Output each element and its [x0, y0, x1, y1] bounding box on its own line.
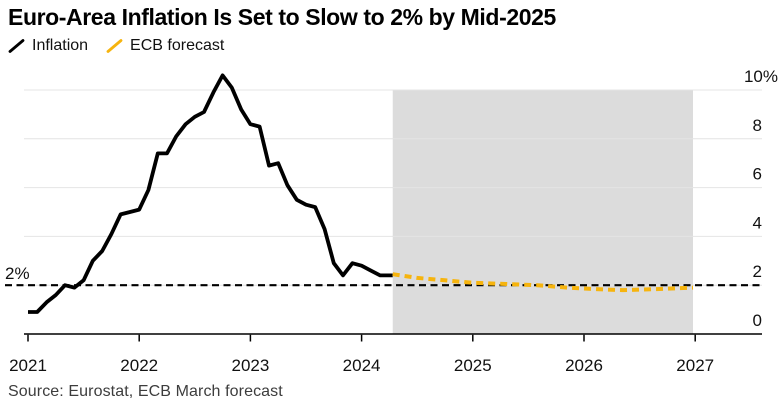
inflation-line-swatch-icon — [8, 39, 25, 53]
x-axis-ticks — [27, 334, 696, 342]
x-axis-label-2024: 2024 — [343, 356, 381, 375]
legend: Inflation ECB forecast — [8, 37, 224, 55]
y-axis-labels: 10% 8 6 4 2 0 — [744, 67, 778, 330]
legend-item-ecb-forecast: ECB forecast — [106, 37, 224, 55]
x-axis-label-2025: 2025 — [454, 356, 492, 375]
x-axis-label-2027: 2027 — [676, 356, 714, 375]
forecast-region — [392, 90, 693, 334]
legend-item-inflation: Inflation — [8, 37, 88, 55]
chart-title: Euro-Area Inflation Is Set to Slow to 2%… — [8, 4, 556, 30]
legend-label-inflation: Inflation — [32, 37, 89, 54]
y-axis-label-6: 6 — [753, 165, 762, 184]
source-note: Source: Eurostat, ECB March forecast — [8, 383, 283, 400]
x-axis-label-2023: 2023 — [231, 356, 269, 375]
inflation-line — [28, 73, 393, 314]
y-axis-label-0: 0 — [753, 311, 762, 330]
x-axis-label-2022: 2022 — [120, 356, 158, 375]
forecast-line — [392, 272, 694, 293]
x-axis-labels: 2021 2022 2023 2024 2025 2026 2027 — [9, 356, 714, 375]
x-axis-label-2026: 2026 — [565, 356, 603, 375]
y-axis-label-10: 10% — [744, 67, 778, 86]
two-percent-annotation: 2% — [5, 264, 30, 283]
legend-label-ecb-forecast: ECB forecast — [130, 37, 225, 54]
y-axis-label-2: 2 — [753, 262, 762, 281]
x-axis-label-2021: 2021 — [9, 356, 47, 375]
y-axis-label-8: 8 — [753, 116, 762, 135]
y-axis-label-4: 4 — [753, 213, 762, 232]
forecast-line-swatch-icon — [106, 39, 123, 53]
